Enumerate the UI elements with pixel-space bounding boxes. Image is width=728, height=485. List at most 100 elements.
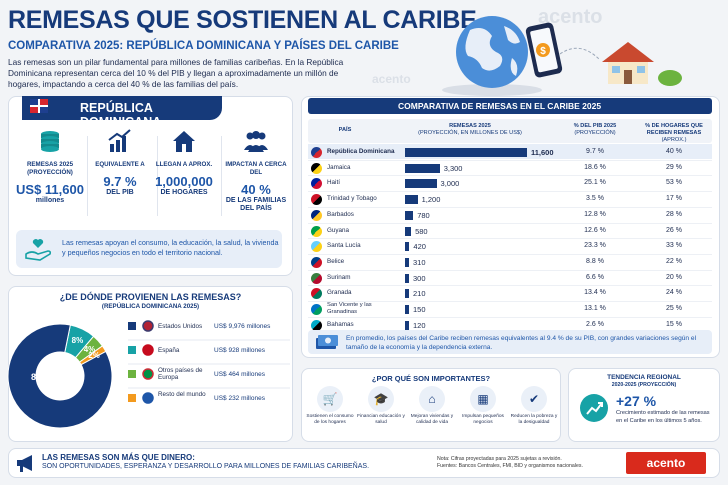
country-label: Surinam: [327, 273, 351, 281]
intro-text: Las remesas son un pilar fundamental par…: [8, 57, 344, 89]
summary-box: [308, 330, 712, 354]
remit-value-label: 420: [413, 242, 426, 252]
legend-amount: US$ 464 millones: [214, 371, 266, 378]
rd-stat-label: REMESAS 2025 (PROYECCIÓN): [26, 161, 74, 176]
country-label: Haití: [327, 179, 340, 187]
row-divider: [308, 269, 712, 271]
rd-note-box: [16, 230, 282, 268]
row-divider: [308, 316, 712, 318]
footer-bar: [8, 448, 720, 478]
rd-stat-1: EQUIVALENTE A 9.7 % DEL PIB: [86, 128, 154, 197]
why-item: ⌂ Mejoran viviendas y calidad de vida: [407, 386, 457, 426]
country-flag-icon: [142, 392, 154, 404]
rd-stat-unit: DEL PIB: [106, 189, 134, 196]
gdp-cell: 2.6 %: [586, 320, 604, 328]
remit-value-label: 310: [413, 257, 426, 267]
country-label: Barbados: [327, 210, 354, 218]
rd-stat-value: 40 %: [241, 182, 271, 197]
gdp-cell: 3.5 %: [586, 195, 604, 203]
remit-bar: [405, 163, 440, 173]
legend-swatch: [128, 322, 136, 330]
col-header-gdp: % DEL PIB 2025 (PROYECCIÓN): [565, 123, 625, 137]
homes-cell: 25 %: [666, 305, 682, 312]
gdp-cell: 23.3 %: [584, 242, 606, 250]
remit-value-label: 580: [415, 226, 428, 236]
homes-cell: 26 %: [666, 226, 682, 234]
cash-icon: [316, 335, 338, 349]
gdp-cell: 12.6 %: [584, 226, 606, 234]
flag-icon: [311, 288, 322, 300]
row-divider: [308, 159, 712, 161]
country-label: Santa Lucía: [327, 242, 361, 250]
sources-title: ¿DE DÓNDE PROVIENEN LAS REMESAS?: [59, 292, 242, 302]
trend-icon: [580, 394, 608, 422]
remit-value-label: 210: [413, 289, 426, 299]
col-header-remit: REMESAS 2025 (PROYECCIÓN, EN MILLONES DE …: [400, 123, 540, 137]
home-icon: ⌂: [419, 386, 445, 412]
gdp-cell: 8.8 %: [586, 257, 604, 265]
watermark: acento: [538, 6, 603, 28]
why-item-label: Sostienen el consumo de los hogares: [306, 414, 354, 425]
acento-logo[interactable]: acento: [626, 452, 706, 474]
gdp-cell: 25.1 %: [584, 179, 606, 187]
country-label: Bahamas: [327, 320, 354, 328]
rd-note-text: Las remesas apoyan el consumo, la educac…: [62, 238, 279, 257]
flag-icon: [311, 194, 322, 206]
people-icon: [244, 131, 268, 152]
remit-bar: [405, 195, 418, 205]
why-item: ✔ Reducen la pobreza y la desigualdad: [509, 386, 559, 426]
sources-donut-chart: 86% 8%4%2% Estados Unidos US$ 9,976 millone…: [7, 320, 290, 429]
rd-stat-0: REMESAS 2025 (PROYECCIÓN) US$ 11,600 millo…: [16, 128, 84, 205]
remit-bar: [405, 210, 414, 220]
homes-cell: 40 %: [666, 148, 682, 155]
svg-text:$: $: [540, 46, 546, 57]
remit-value-label: 780: [417, 210, 430, 220]
trend-desc: Crecimiento estimado de las remesas en e…: [616, 410, 710, 424]
trend-period: 2020-2025 (PROYECCIÓN): [611, 382, 677, 388]
flag-icon: [311, 256, 322, 268]
remit-value-label: 150: [413, 305, 426, 314]
donut-value-label: 2%: [88, 351, 100, 360]
graduation-icon: 🎓: [368, 386, 394, 412]
row-divider: [308, 175, 712, 177]
legend-label: Estados Unidos: [158, 323, 202, 330]
rd-stat-value: 1,000,000: [155, 174, 213, 189]
remit-value-label: 120: [413, 320, 426, 330]
why-item: 🎓 Financian educación y salud: [356, 386, 406, 426]
col-header-country: PAÍS: [338, 127, 352, 133]
megaphone-icon: [17, 455, 32, 472]
homes-cell: 28 %: [666, 210, 682, 218]
country-label: Belice: [327, 257, 345, 265]
legend-swatch: [128, 346, 136, 354]
footer-note-2: Fuentes: Bancos Centrales, FMI, BID y or…: [437, 463, 583, 469]
row-divider: [308, 222, 712, 224]
page-title: REMESAS QUE SOSTIENEN AL CARIBE: [8, 6, 477, 34]
remit-value-label: 3,300: [443, 163, 463, 173]
legend-amount: US$ 9,976 millones: [214, 323, 271, 330]
legend-label: España: [158, 347, 180, 354]
store-icon: ▦: [470, 386, 496, 412]
trend-up-icon: [108, 129, 131, 152]
row-divider: [308, 238, 712, 240]
remit-bar: [405, 305, 409, 314]
rd-stat-label: IMPACTAN A CERCA DEL: [225, 161, 287, 176]
legend-label: Resto del mundo: [158, 391, 206, 398]
homes-cell: 29 %: [666, 163, 682, 171]
rd-stat-3: IMPACTAN A CERCA DEL 40 % DE LAS FAMILIAS …: [222, 128, 290, 213]
divider: [221, 136, 222, 216]
row-divider: [308, 301, 712, 302]
rd-stat-value: 9.7 %: [103, 174, 137, 189]
homes-cell: 17 %: [666, 195, 682, 203]
rd-stat-unit: DE LAS FAMILIAS DEL PAÍS: [225, 197, 287, 212]
sources-subtitle: (REPÚBLICA DOMINICANA 2025): [101, 303, 200, 310]
country-label: Guyana: [327, 226, 350, 234]
legend-swatch: [128, 394, 136, 402]
country-flag-icon: [142, 368, 154, 380]
remit-bar: [405, 257, 409, 267]
shield-icon: ✔: [521, 386, 547, 412]
homes-cell: 53 %: [666, 179, 682, 187]
divider: [87, 136, 88, 216]
col-header-gdp-label: % DEL PIB 2025: [573, 123, 617, 129]
house-icon: [173, 131, 195, 152]
remit-bar: [405, 179, 437, 189]
